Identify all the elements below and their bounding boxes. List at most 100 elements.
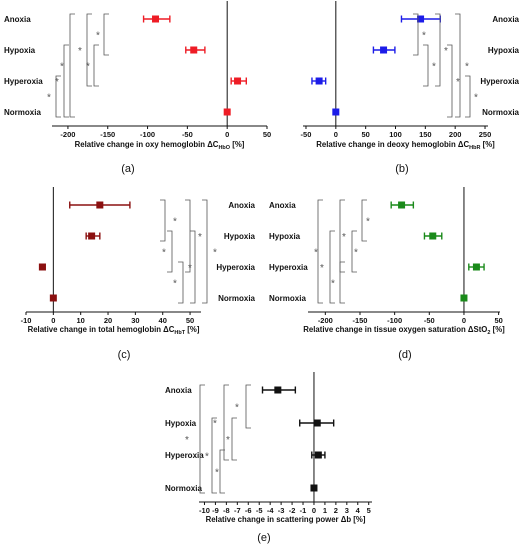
significance-marker: * (366, 217, 370, 228)
significance-bracket (202, 199, 208, 304)
category-label: Hyperoxia (480, 77, 519, 86)
category-label: Hypoxia (224, 232, 256, 241)
significance-bracket (351, 230, 357, 273)
chart-panel-e: -10 -9 -8 -7 -6 -5 -4 -3 -2 -1 0 1 2 3 4 5AnoxiaHypoxia… (165, 372, 372, 544)
data-point (314, 451, 322, 459)
significance-bracket (178, 261, 184, 304)
x-tick-label: -4 (267, 506, 274, 515)
x-axis-label: Relative change in oxy hemoglobin ΔCHbO … (75, 140, 245, 151)
x-tick-label: 50 (361, 130, 369, 139)
significance-marker: * (86, 62, 90, 73)
x-tick-label: 250 (479, 130, 492, 139)
significance-marker: * (173, 217, 177, 228)
category-label: Normoxia (165, 484, 202, 493)
significance-bracket (103, 13, 109, 56)
data-point (460, 294, 468, 302)
x-tick-label: -50 (424, 316, 435, 325)
x-tick-label: -150 (352, 316, 367, 325)
significance-marker: * (213, 419, 217, 430)
category-label: Anoxia (165, 386, 192, 395)
category-label: Hyperoxia (269, 263, 308, 272)
x-axis-label: Relative change in total hemoglobin ΔCHb… (28, 325, 200, 336)
significance-marker: * (96, 31, 100, 42)
data-point (398, 201, 406, 209)
significance-bracket (86, 13, 92, 87)
data-point (417, 15, 425, 23)
x-tick-label: -50 (182, 130, 193, 139)
data-point (313, 419, 321, 427)
data-point (234, 77, 242, 85)
category-label: Normoxia (269, 294, 306, 303)
category-label: Hypoxia (269, 232, 301, 241)
x-tick-label: -100 (140, 130, 155, 139)
significance-bracket (231, 417, 237, 461)
significance-bracket (465, 75, 471, 118)
x-tick-label: 0 (225, 130, 229, 139)
panel-label: (c) (118, 349, 131, 361)
data-point (223, 108, 231, 116)
significance-marker: * (162, 248, 166, 259)
data-point (472, 263, 480, 271)
data-point (315, 77, 323, 85)
x-axis-label: Relative change in tissue oxygen saturat… (303, 325, 505, 336)
x-tick-label: -8 (223, 506, 230, 515)
x-axis-label: Relative change in deoxy hemoglobin ΔCHb… (316, 140, 495, 151)
x-tick-label: 50 (263, 130, 271, 139)
x-tick-label: -100 (387, 316, 402, 325)
x-tick-label: -200 (318, 316, 333, 325)
x-tick-label: 150 (419, 130, 432, 139)
x-tick-label: 2 (334, 506, 338, 515)
significance-bracket (339, 199, 345, 273)
x-tick-label: -150 (100, 130, 115, 139)
significance-marker: * (47, 93, 51, 104)
data-point (38, 263, 46, 271)
data-point (274, 386, 282, 394)
data-point (190, 46, 198, 54)
x-tick-label: 3 (345, 506, 349, 515)
significance-marker: * (188, 263, 192, 274)
category-label: Hypoxia (165, 419, 197, 428)
significance-bracket (329, 230, 335, 304)
category-label: Normoxia (482, 108, 519, 117)
x-tick-label: 4 (356, 506, 361, 515)
significance-bracket (423, 44, 429, 87)
x-tick-label: 50 (494, 316, 502, 325)
x-tick-label: -7 (234, 506, 241, 515)
x-tick-label: -5 (256, 506, 263, 515)
significance-bracket (455, 13, 461, 118)
significance-bracket (339, 261, 345, 304)
x-tick-label: -6 (245, 506, 252, 515)
x-tick-label: -1 (300, 506, 307, 515)
category-label: Anoxia (4, 15, 31, 24)
category-label: Hyperoxia (165, 451, 204, 460)
category-label: Hypoxia (488, 46, 520, 55)
x-tick-label: 0 (312, 506, 316, 515)
significance-bracket (245, 384, 251, 429)
data-point (96, 201, 104, 209)
category-label: Hyperoxia (4, 77, 43, 86)
x-tick-label: -9 (212, 506, 219, 515)
significance-marker: * (185, 435, 189, 446)
x-tick-label: -2 (289, 506, 296, 515)
data-point (152, 15, 160, 23)
data-point (310, 484, 318, 492)
data-point (49, 294, 57, 302)
category-label: Hypoxia (4, 46, 36, 55)
x-tick-label: 100 (389, 130, 402, 139)
significance-marker: * (474, 93, 478, 104)
significance-marker: * (432, 62, 436, 73)
significance-marker: * (55, 77, 59, 88)
significance-bracket (185, 199, 191, 273)
significance-bracket (160, 199, 166, 242)
significance-bracket (211, 417, 217, 494)
significance-marker: * (205, 452, 209, 463)
x-tick-label: 30 (131, 316, 139, 325)
chart-panel-c: -10 0 10 20 30 40 50 Anoxia Hypoxia Hyperoxia Norm… (21, 187, 256, 361)
significance-bracket (413, 13, 419, 56)
x-tick-label: -50 (301, 130, 312, 139)
panel-label: (b) (395, 163, 408, 175)
panel-label: (d) (398, 349, 411, 361)
significance-marker: * (354, 248, 358, 259)
x-tick-label: 0 (462, 316, 466, 325)
